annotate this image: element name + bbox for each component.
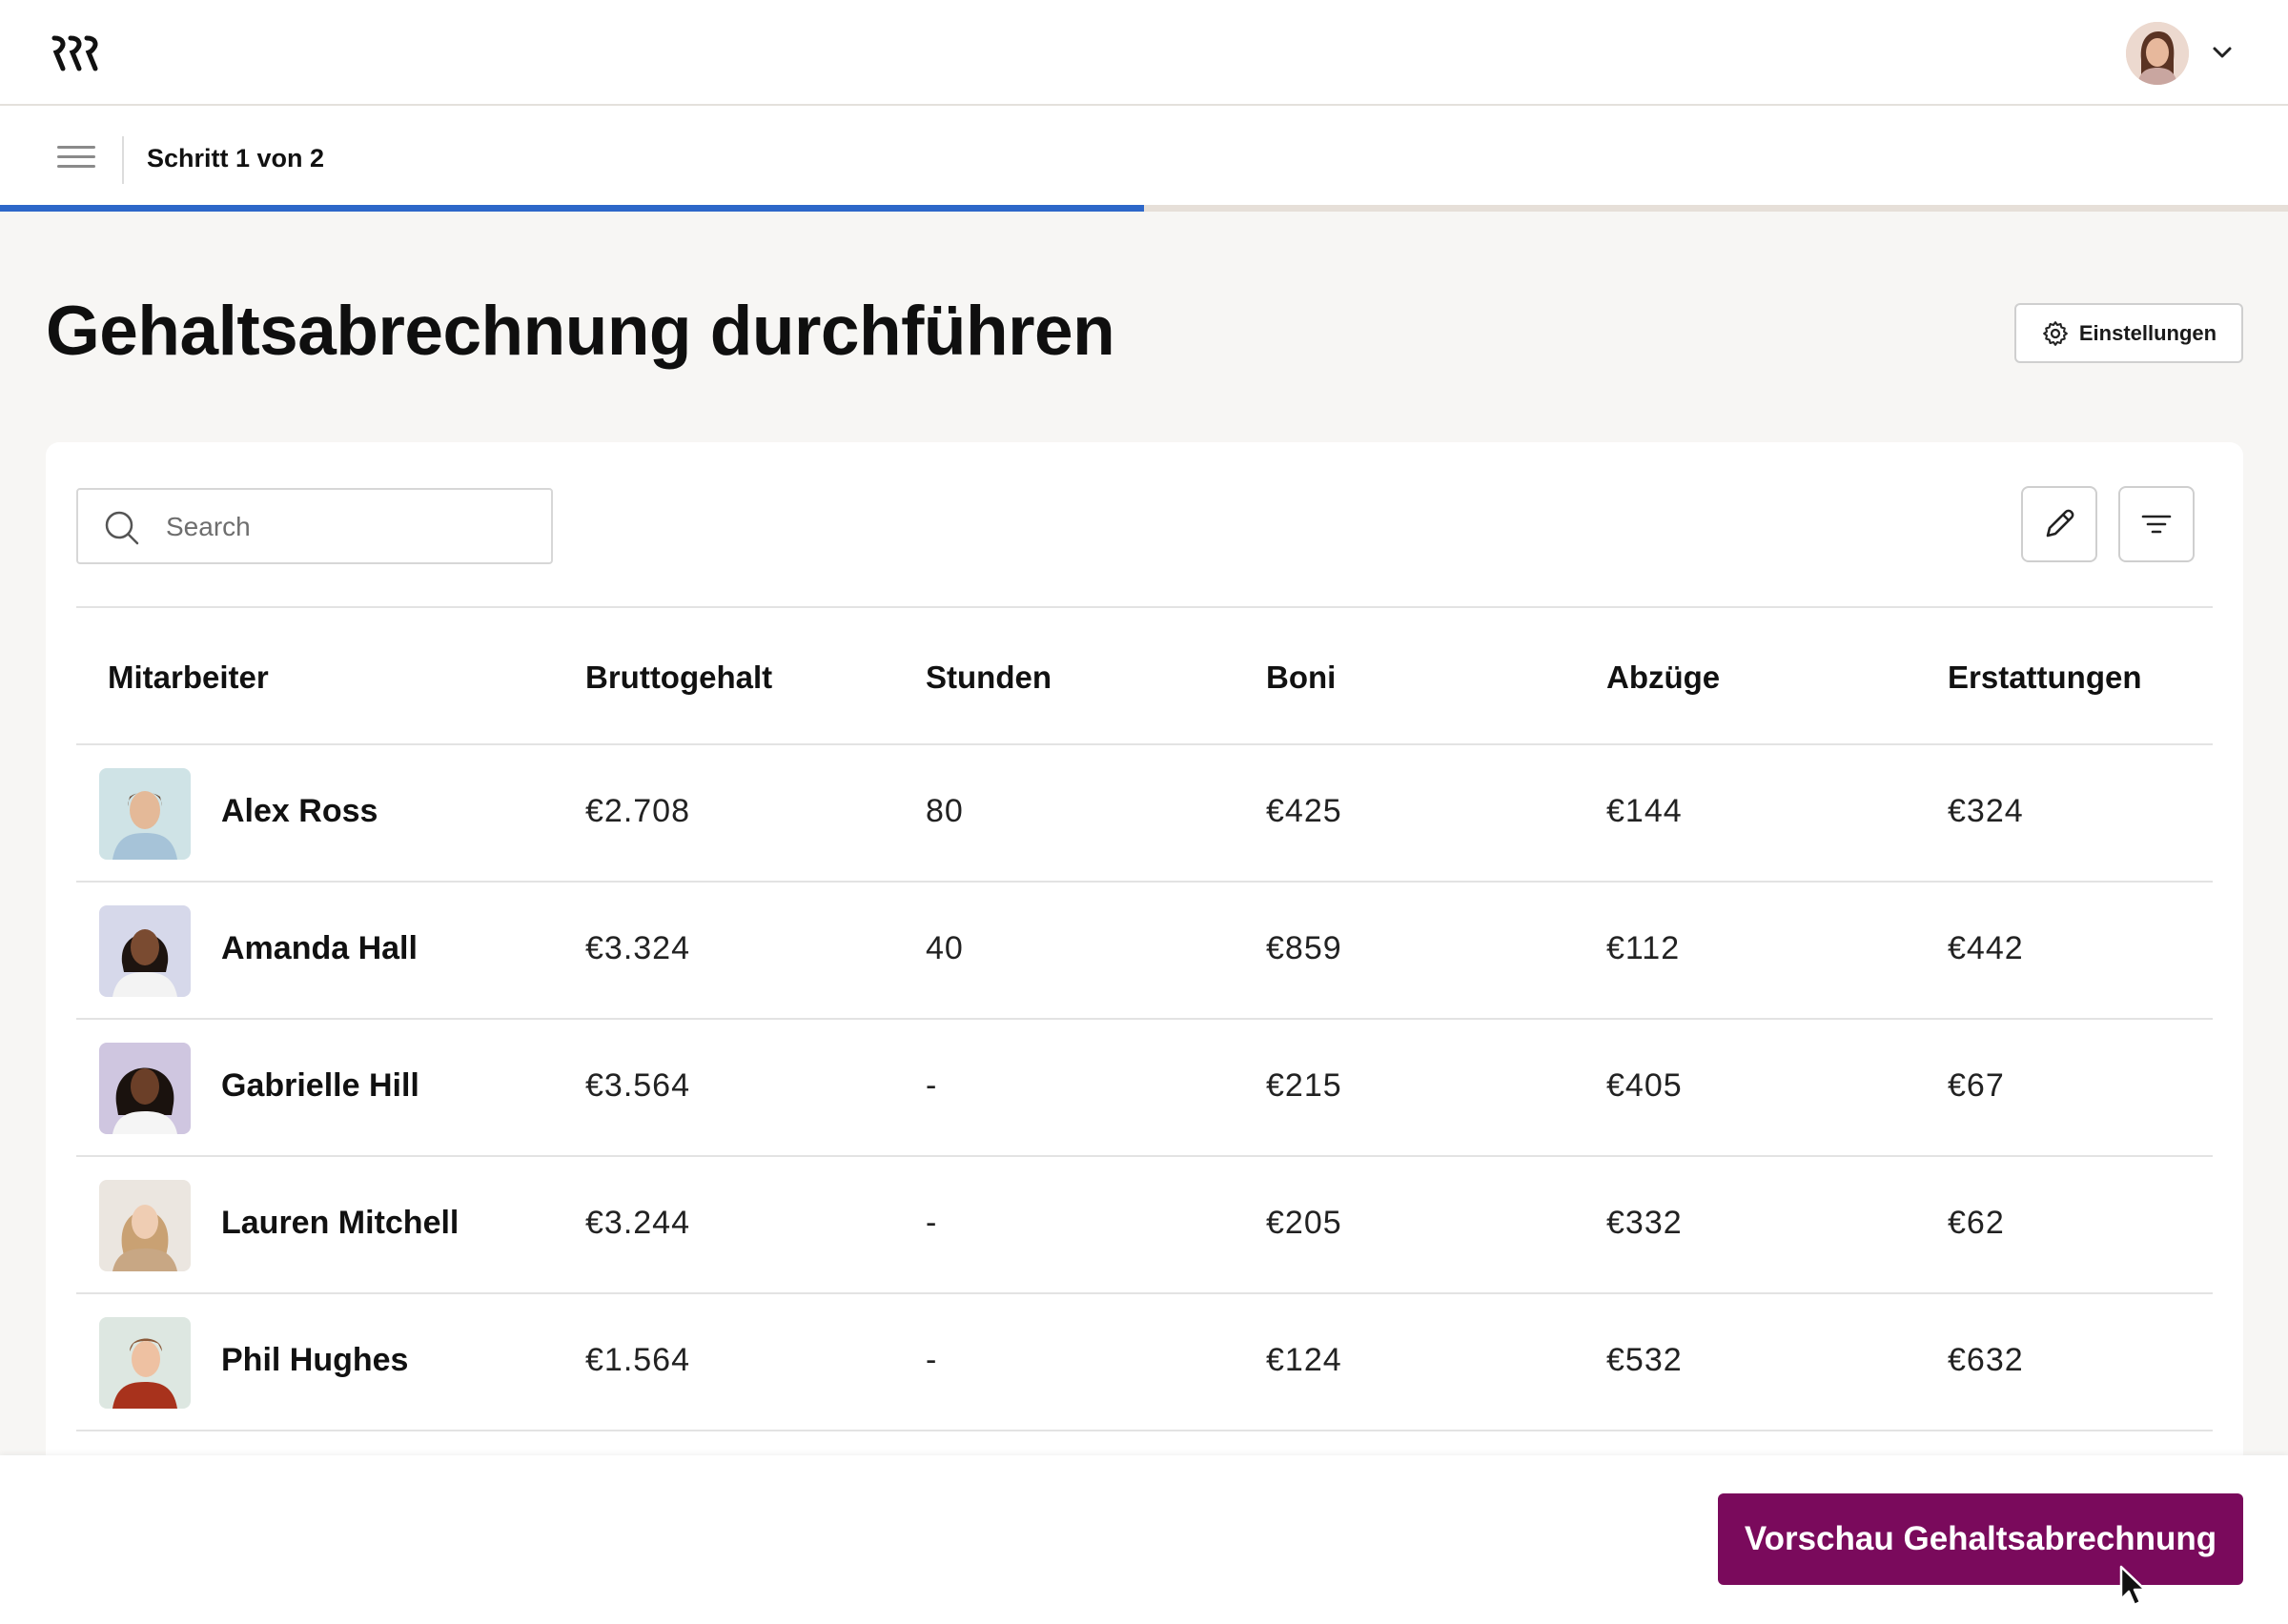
deductions-cell: €532 (1606, 1342, 1683, 1378)
reimbursements-cell: €67 (1948, 1067, 2005, 1104)
column-header-bonus[interactable]: Boni (1266, 660, 1337, 695)
hamburger-menu-icon[interactable] (57, 146, 95, 173)
deductions-cell: €405 (1606, 1067, 1683, 1104)
hours-cell: - (926, 1067, 938, 1104)
hours-cell: 80 (926, 793, 964, 829)
employee-photo (99, 1043, 191, 1134)
employee-name: Gabrielle Hill (221, 1067, 419, 1104)
step-bar: Schritt 1 von 2 (0, 106, 2288, 212)
employee-name: Alex Ross (221, 793, 378, 829)
reimbursements-cell: €324 (1948, 793, 2024, 829)
gross-cell: €3.244 (585, 1205, 690, 1241)
bonus-cell: €425 (1266, 793, 1342, 829)
deductions-cell: €144 (1606, 793, 1683, 829)
deductions-cell: €332 (1606, 1205, 1683, 1241)
page-title: Gehaltsabrechnung durchführen (46, 293, 1115, 370)
reimbursements-cell: €62 (1948, 1205, 2005, 1241)
table-row[interactable]: Amanda Hall €3.324 40 €859 €112 €442 (76, 883, 2213, 1020)
table-row[interactable]: Gabrielle Hill €3.564 - €215 €405 €67 (76, 1020, 2213, 1157)
reimbursements-cell: €442 (1948, 930, 2024, 966)
divider (122, 136, 124, 184)
bonus-cell: €205 (1266, 1205, 1342, 1241)
bottom-action-bar: Vorschau Gehaltsabrechnung (0, 1455, 2288, 1624)
pencil-icon (2046, 509, 2074, 538)
preview-payroll-button[interactable]: Vorschau Gehaltsabrechnung (1718, 1493, 2243, 1585)
column-header-gross[interactable]: Bruttogehalt (585, 660, 773, 695)
employee-name: Phil Hughes (221, 1342, 409, 1378)
gross-cell: €3.564 (585, 1067, 690, 1104)
gear-icon (2043, 320, 2068, 346)
top-bar (0, 0, 2288, 106)
table-row[interactable]: Lauren Mitchell €3.244 - €205 €332 €62 (76, 1157, 2213, 1294)
progress-bar (0, 205, 2288, 212)
table-header: Mitarbeiter Bruttogehalt Stunden Boni Ab… (76, 606, 2213, 745)
column-header-deductions[interactable]: Abzüge (1606, 660, 1721, 695)
table-row[interactable]: Phil Hughes €1.564 - €124 €532 €632 (76, 1294, 2213, 1431)
step-label: Schritt 1 von 2 (147, 144, 325, 173)
settings-label: Einstellungen (2078, 320, 2217, 345)
payroll-table: Mitarbeiter Bruttogehalt Stunden Boni Ab… (76, 606, 2213, 1431)
search-icon (105, 511, 139, 545)
edit-button[interactable] (2021, 486, 2097, 562)
employee-photo (99, 1317, 191, 1409)
bonus-cell: €859 (1266, 930, 1342, 966)
gross-cell: €1.564 (585, 1342, 690, 1378)
employee-name: Lauren Mitchell (221, 1205, 460, 1241)
rippling-logo-icon[interactable] (51, 34, 103, 72)
deductions-cell: €112 (1606, 930, 1681, 966)
search-input[interactable] (166, 507, 528, 547)
gross-cell: €3.324 (585, 930, 690, 966)
employee-photo (99, 768, 191, 860)
hours-cell: 40 (926, 930, 964, 966)
filter-button[interactable] (2118, 486, 2195, 562)
filter-icon (2141, 515, 2172, 534)
column-header-hours[interactable]: Stunden (926, 660, 1052, 695)
search-box (76, 488, 553, 564)
hours-cell: - (926, 1342, 938, 1378)
progress-fill (0, 205, 1144, 212)
chevron-down-icon[interactable] (2210, 40, 2235, 65)
column-header-employee[interactable]: Mitarbeiter (108, 660, 269, 695)
employee-name: Amanda Hall (221, 930, 418, 966)
column-header-reimbursements[interactable]: Erstattungen (1948, 660, 2142, 695)
bonus-cell: €124 (1266, 1342, 1342, 1378)
payroll-card: Mitarbeiter Bruttogehalt Stunden Boni Ab… (46, 442, 2243, 1624)
mouse-cursor-icon (2119, 1565, 2147, 1607)
table-row[interactable]: Alex Ross €2.708 80 €425 €144 €324 (76, 745, 2213, 883)
user-avatar[interactable] (2126, 22, 2189, 85)
employee-photo (99, 905, 191, 997)
bonus-cell: €215 (1266, 1067, 1342, 1104)
hours-cell: - (926, 1205, 938, 1241)
reimbursements-cell: €632 (1948, 1342, 2024, 1378)
gross-cell: €2.708 (585, 793, 690, 829)
settings-button[interactable]: Einstellungen (2014, 303, 2243, 363)
employee-photo (99, 1180, 191, 1271)
